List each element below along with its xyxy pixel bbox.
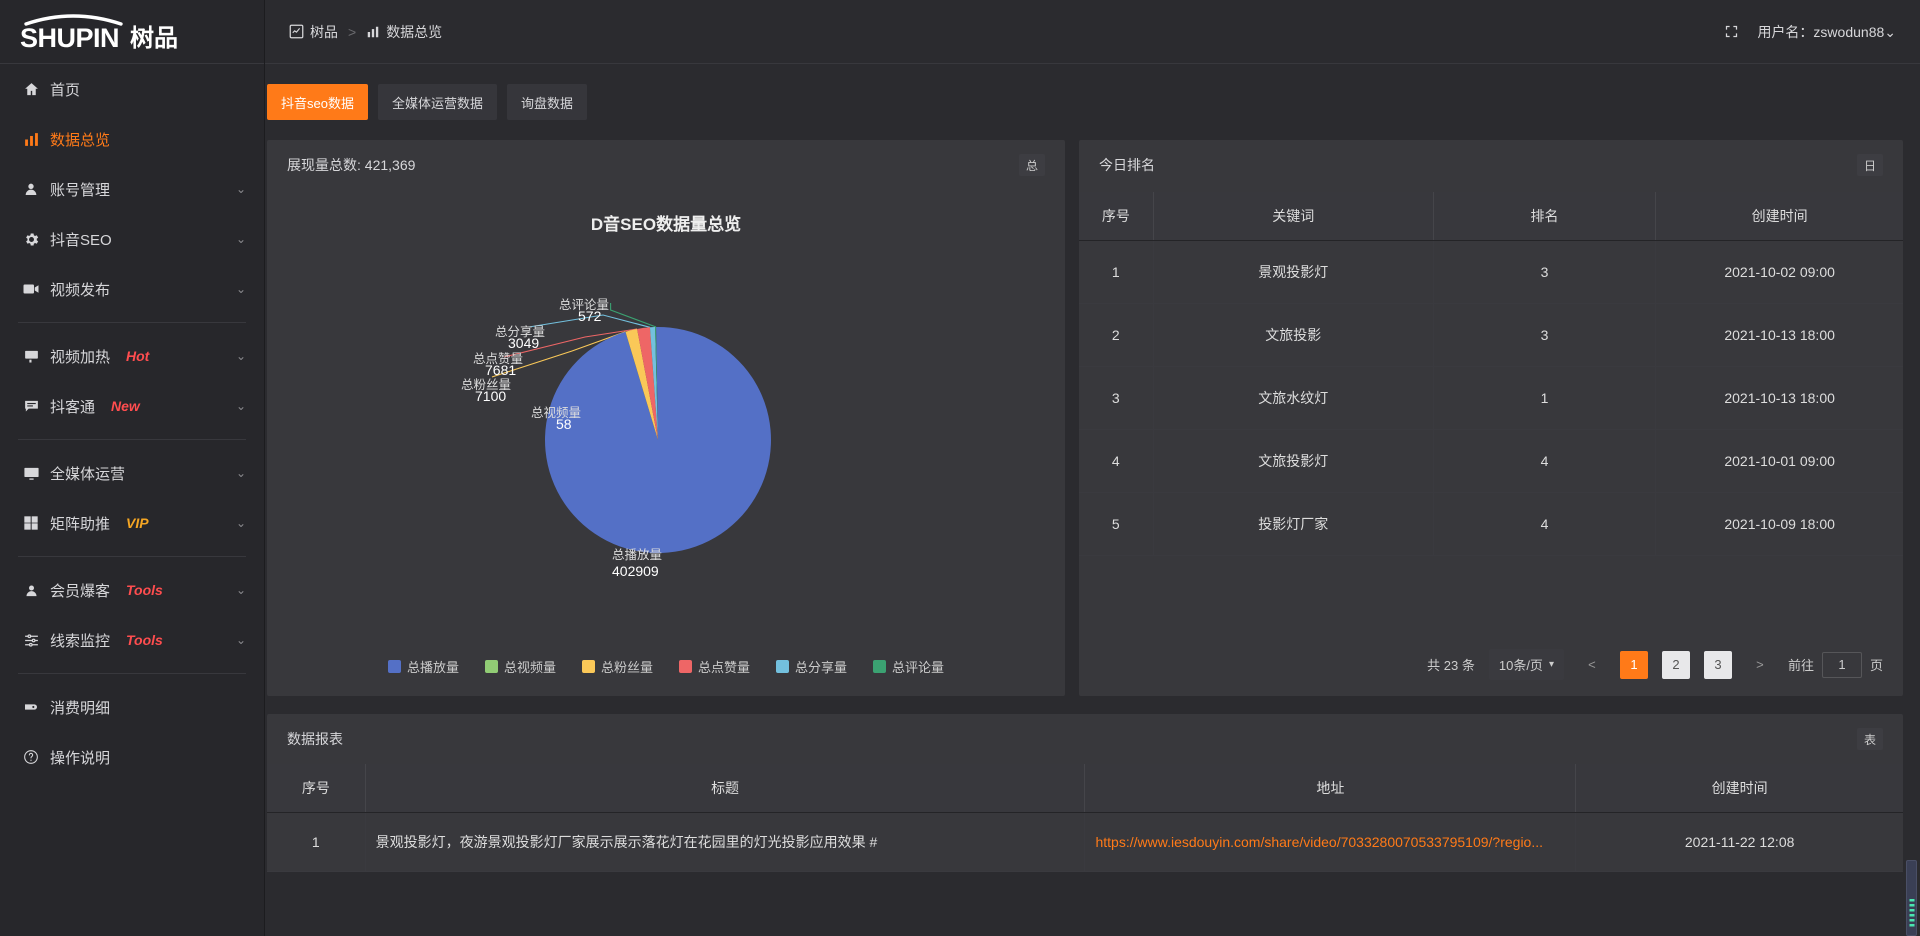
svg-text:3049: 3049	[508, 335, 539, 351]
svg-text:58: 58	[556, 416, 572, 432]
svg-text:7681: 7681	[485, 362, 516, 378]
svg-text:SHUPIN: SHUPIN	[20, 23, 119, 52]
svg-text:572: 572	[578, 308, 602, 324]
svg-text:总播放量: 总播放量	[612, 547, 662, 562]
svg-text:7100: 7100	[475, 388, 506, 404]
svg-text:树品: 树品	[130, 25, 178, 52]
svg-text:402909: 402909	[612, 563, 659, 579]
